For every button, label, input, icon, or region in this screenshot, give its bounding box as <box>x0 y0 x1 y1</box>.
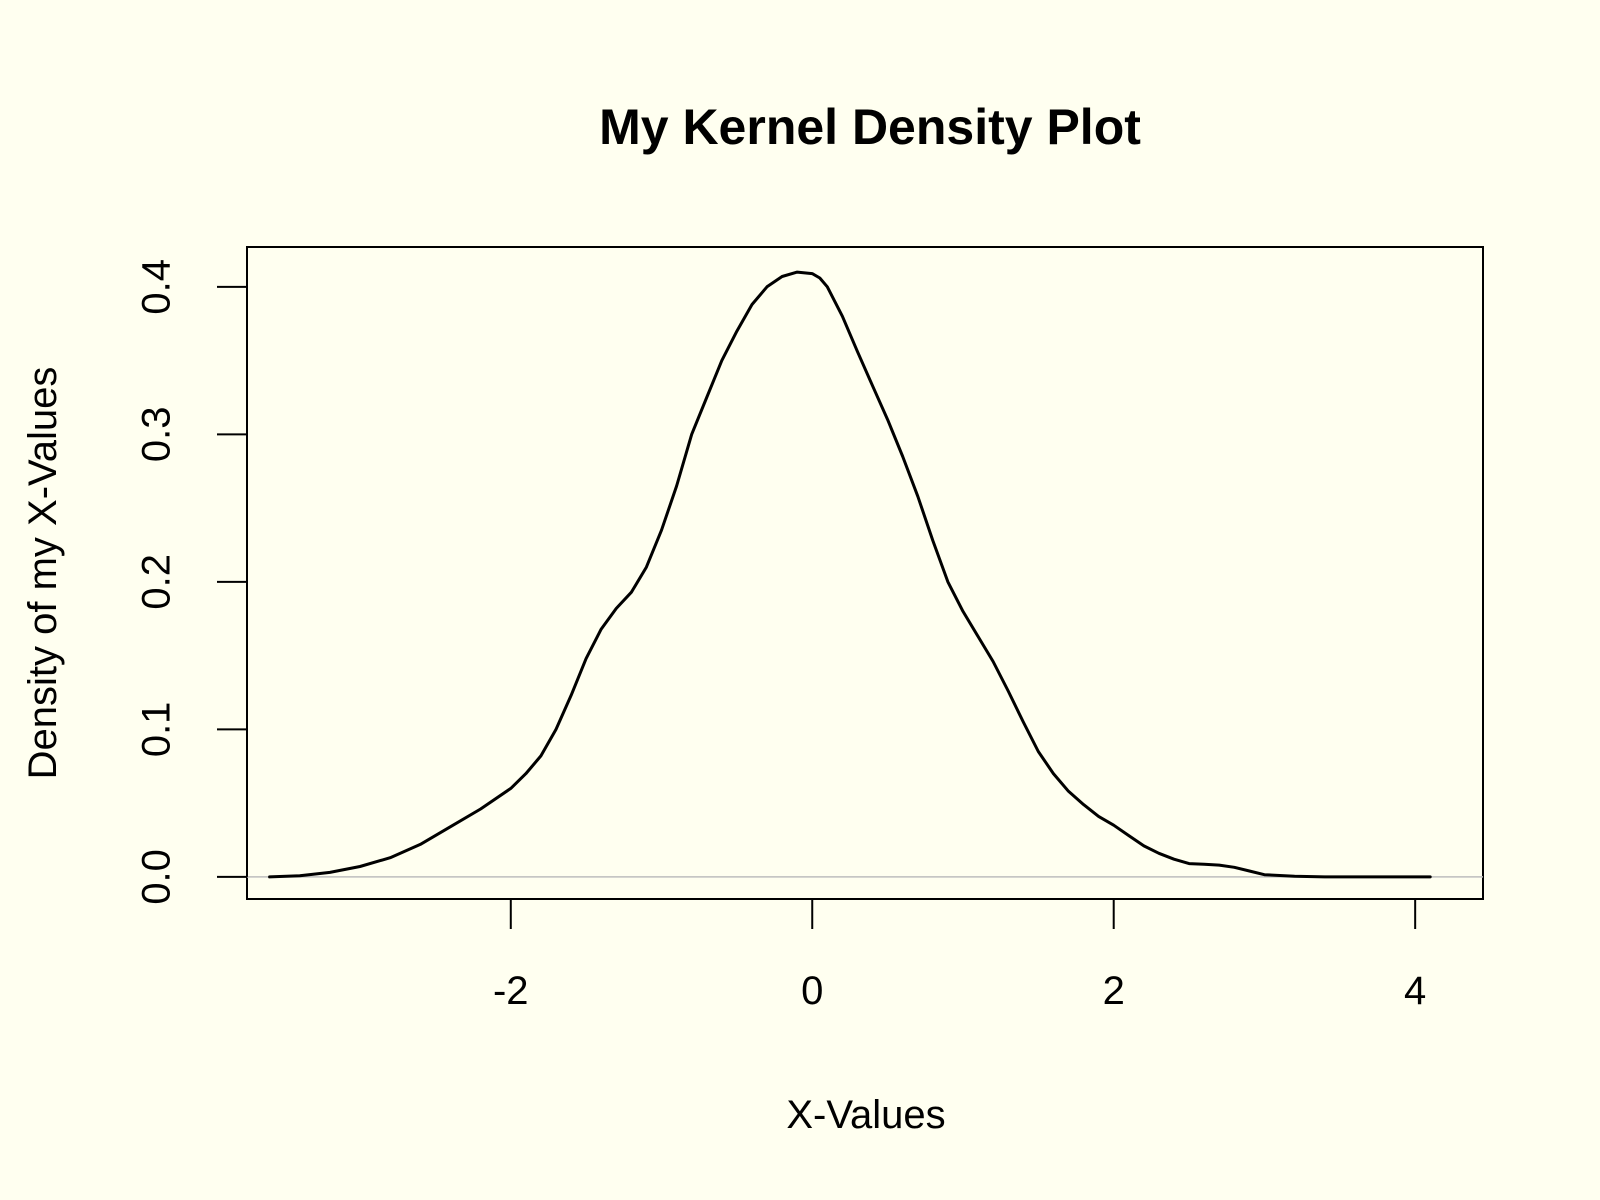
x-axis-title: X-Values <box>786 1093 945 1137</box>
y-tick-label: 0.1 <box>135 702 179 758</box>
y-tick-label: 0.3 <box>135 407 179 463</box>
chart-title: My Kernel Density Plot <box>599 99 1141 155</box>
density-line <box>268 270 1432 879</box>
y-tick-label: 0.2 <box>135 554 179 610</box>
y-tick-label: 0.0 <box>135 849 179 905</box>
x-tick-label: -2 <box>493 969 529 1013</box>
x-tick-label: 4 <box>1404 969 1426 1013</box>
x-tick-label: 2 <box>1103 969 1125 1013</box>
y-axis: 0.0 0.1 0.2 0.3 0.4 <box>135 259 248 905</box>
x-tick-label: 0 <box>801 969 823 1013</box>
y-axis-title: Density of my X-Values <box>21 367 65 780</box>
x-axis: -2 0 2 4 <box>493 898 1426 1013</box>
y-tick-label: 0.4 <box>135 259 179 315</box>
